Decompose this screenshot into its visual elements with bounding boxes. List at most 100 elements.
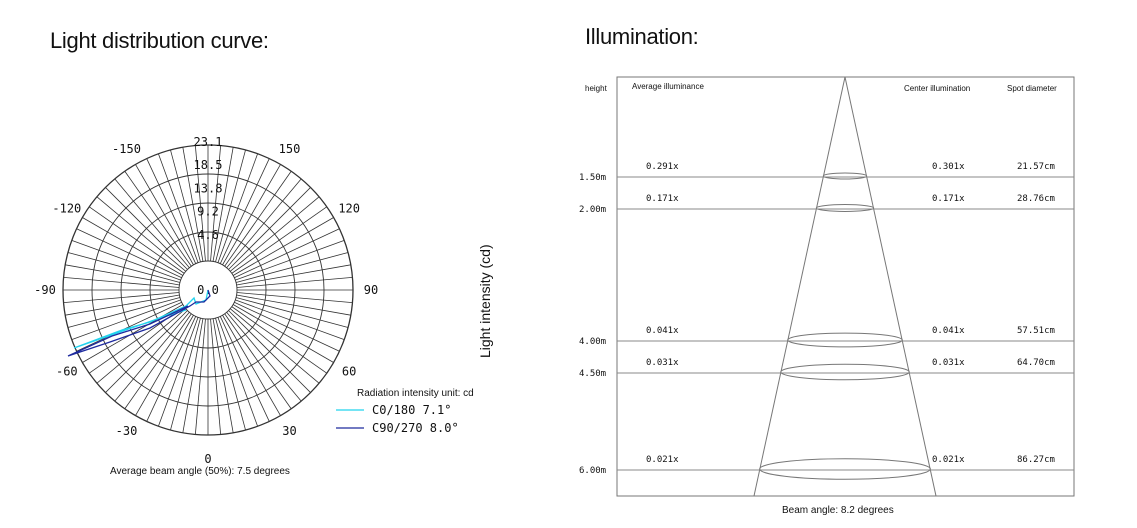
polar-spoke (210, 145, 222, 262)
legend-label-c0: C0/180 7.1° (372, 403, 451, 417)
beam-ellipse (780, 363, 910, 381)
polar-spoke (217, 153, 258, 263)
curve-c0-180 (73, 289, 209, 349)
polar-spoke (65, 264, 180, 286)
legend-label-c90: C90/270 8.0° (372, 421, 459, 435)
polar-angle-label: 120 (338, 202, 360, 216)
polar-spoke (226, 178, 302, 269)
polar-angle-label: -120 (52, 202, 81, 216)
polar-spoke (215, 317, 246, 431)
polar-spoke (135, 314, 194, 416)
polar-curves (67, 289, 211, 357)
polar-spoke (235, 240, 345, 281)
illumination-heading: Illumination: (585, 24, 699, 49)
polar-spoke (236, 276, 353, 288)
polar-spoke (235, 252, 349, 283)
polar-spoke (146, 158, 197, 264)
avg-illuminance-value: 0.031x (646, 358, 679, 368)
cone-edge-right (844, 76, 937, 497)
polar-spoke (228, 187, 311, 270)
polar-spoke (194, 318, 206, 435)
illum-rows: 1.50m 0.291x 0.301x 21.57cm 2.00m 0.171x 0.171… (579, 76, 1074, 497)
center-illumination-value: 0.041x (932, 326, 965, 336)
polar-spoke (82, 217, 184, 276)
height-label: 6.00m (579, 466, 606, 476)
header-center: Center illumination (904, 84, 970, 93)
polar-spoke (146, 316, 197, 422)
polar-spoke (67, 297, 181, 328)
polar-spoke (212, 147, 234, 262)
polar-spoke (229, 196, 320, 272)
polar-spoke (158, 153, 199, 263)
polar-spoke (96, 308, 187, 384)
polar-radial-label: 4.6 (197, 228, 219, 242)
polar-spoke (224, 313, 292, 410)
polar-spoke (124, 170, 192, 267)
polar-spoke (88, 206, 185, 274)
polar-angle-label: 90 (364, 283, 378, 297)
polar-angle-label: -150 (112, 142, 141, 156)
polar-spoke (235, 299, 345, 340)
polar-spoke (231, 206, 328, 274)
polar-spoke (170, 317, 201, 431)
legend-title: Radiation intensity unit: cd (357, 388, 474, 399)
polar-spoke (158, 317, 199, 427)
spot-diameter-value: 86.27cm (1017, 455, 1055, 465)
height-label: 2.00m (579, 205, 606, 215)
polar-angle-label: -60 (56, 365, 78, 379)
polar-spoke (71, 299, 181, 340)
polar-spoke (229, 308, 320, 384)
center-illumination-value: 0.171x (932, 194, 965, 204)
polar-spoke (65, 294, 180, 316)
beam-angle-footer: Beam angle: 8.2 degrees (782, 505, 894, 516)
polar-spoke (219, 316, 270, 422)
curve-c90-270 (67, 289, 211, 357)
polar-spoke (182, 318, 204, 433)
header-height: height (585, 84, 608, 93)
beam-ellipse (815, 204, 875, 212)
polar-spoke (236, 292, 353, 304)
polar-spoke (236, 294, 351, 316)
polar-spoke (105, 310, 188, 393)
polar-spoke (63, 276, 180, 288)
polar-angle-label: -30 (116, 424, 138, 438)
polar-spoke (231, 306, 328, 374)
polar-spoke (194, 145, 206, 262)
center-illumination-value: 0.031x (932, 358, 965, 368)
polar-spoke (76, 301, 182, 352)
avg-illuminance-value: 0.171x (646, 194, 679, 204)
polar-spoke (234, 301, 340, 352)
beam-ellipse (759, 458, 931, 480)
polar-spoke (235, 297, 349, 328)
polar-spoke (236, 264, 351, 286)
polar-spoke (170, 149, 201, 263)
polar-spoke (215, 149, 246, 263)
polar-spoke (217, 317, 258, 427)
polar-radial-label: 18.5 (194, 158, 223, 172)
polar-angle-labels: 0 30 60 90 120 150 -150 -120 -90 -60 -30 (34, 142, 378, 466)
polar-angle-label: 30 (282, 424, 296, 438)
polar-chart-heading: Light distribution curve: (50, 28, 269, 53)
beam-ellipse (822, 172, 868, 180)
polar-spoke (228, 310, 311, 393)
polar-spoke (114, 178, 190, 269)
height-label: 4.50m (579, 369, 606, 379)
polar-radial-label: 23.1 (194, 135, 223, 149)
height-label: 1.50m (579, 173, 606, 183)
polar-spoke (124, 313, 192, 410)
polar-spoke (96, 196, 187, 272)
spot-diameter-value: 64.70cm (1017, 358, 1055, 368)
polar-spoke (224, 170, 292, 267)
polar-spoke (222, 314, 281, 416)
polar-spoke (63, 292, 180, 304)
polar-grid (62, 144, 354, 436)
center-illumination-value: 0.301x (932, 162, 965, 172)
polar-radial-labels: 0.04.69.213.818.523.1 (194, 135, 223, 297)
polar-angle-label: -90 (34, 283, 56, 297)
polar-angle-label: 150 (279, 142, 301, 156)
avg-illuminance-value: 0.041x (646, 326, 679, 336)
center-illumination-value: 0.021x (932, 455, 965, 465)
polar-footer: Average beam angle (50%): 7.5 degrees (110, 466, 290, 477)
polar-spoke (71, 240, 181, 281)
